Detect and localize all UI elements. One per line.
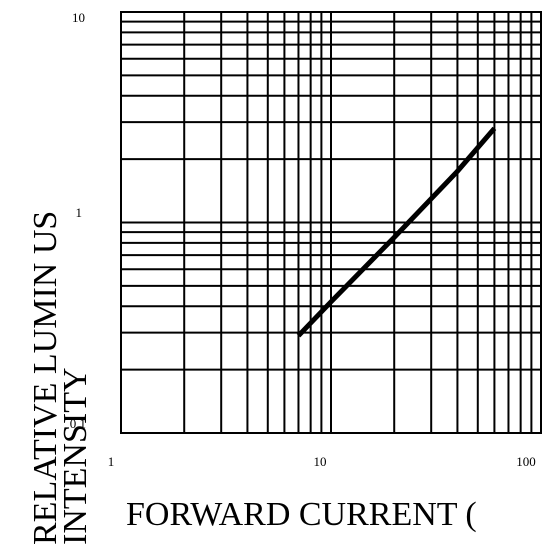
x-axis-title: FORWARD CURRENT ( <box>126 496 477 533</box>
plot-frame <box>120 11 542 434</box>
plot-grid <box>121 12 541 433</box>
series-line <box>296 126 497 338</box>
y-tick-label-0.1: 0.1 <box>70 416 86 431</box>
x-tick-label-10: 10 <box>314 454 327 469</box>
y-axis-title-line1: RELATIVE LUMIN US <box>27 211 64 545</box>
y-axis-title-line2: INTENSITY <box>57 367 94 545</box>
x-tick-label-1: 1 <box>108 454 115 469</box>
y-tick-label-1: 1 <box>76 205 83 220</box>
x-tick-label-100: 100 <box>516 454 536 469</box>
y-tick-label-10: 10 <box>72 10 85 25</box>
